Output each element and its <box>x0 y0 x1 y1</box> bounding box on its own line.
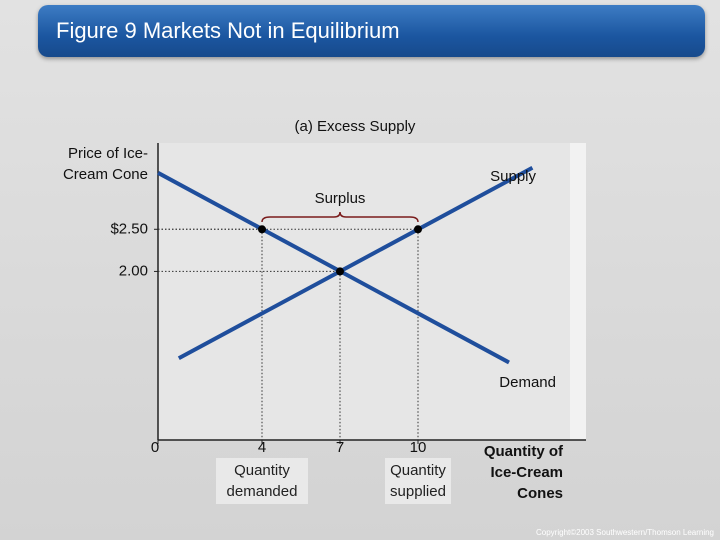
y-tick-label: $2.50 <box>110 220 148 237</box>
series-label: Supply <box>490 168 536 185</box>
y-axis-label: Price of Ice-Cream Cone <box>62 145 148 183</box>
slide-title: Figure 9 Markets Not in Equilibrium <box>56 18 400 43</box>
x-tick-label: 10 <box>410 439 427 456</box>
surplus-label-bg <box>308 187 372 211</box>
title-banner: Figure 9 Markets Not in Equilibrium <box>38 5 705 57</box>
series-line <box>177 165 534 361</box>
point <box>258 225 266 234</box>
x-axis-label: Quantity of Ice-Cream Cones <box>483 443 563 502</box>
point <box>414 225 422 234</box>
series-line <box>157 171 510 365</box>
surplus-brace <box>261 211 419 223</box>
quantity-supplied-label: Quantity supplied <box>385 458 451 504</box>
x-tick-label: 0 <box>151 439 159 456</box>
plot-edge <box>570 143 586 440</box>
x-tick-label: 7 <box>336 439 344 456</box>
chart-title: (a) Excess Supply <box>295 118 416 135</box>
copyright: Copyright©2003 Southwestern/Thomson Lear… <box>536 528 714 537</box>
x-tick-label: 4 <box>258 439 266 456</box>
series-label: Demand <box>499 374 556 391</box>
point <box>336 267 344 276</box>
y-tick-label: 2.00 <box>119 262 148 279</box>
quantity-demanded-label: Quantity demanded <box>216 458 308 504</box>
surplus-label: Surplus <box>315 190 366 207</box>
